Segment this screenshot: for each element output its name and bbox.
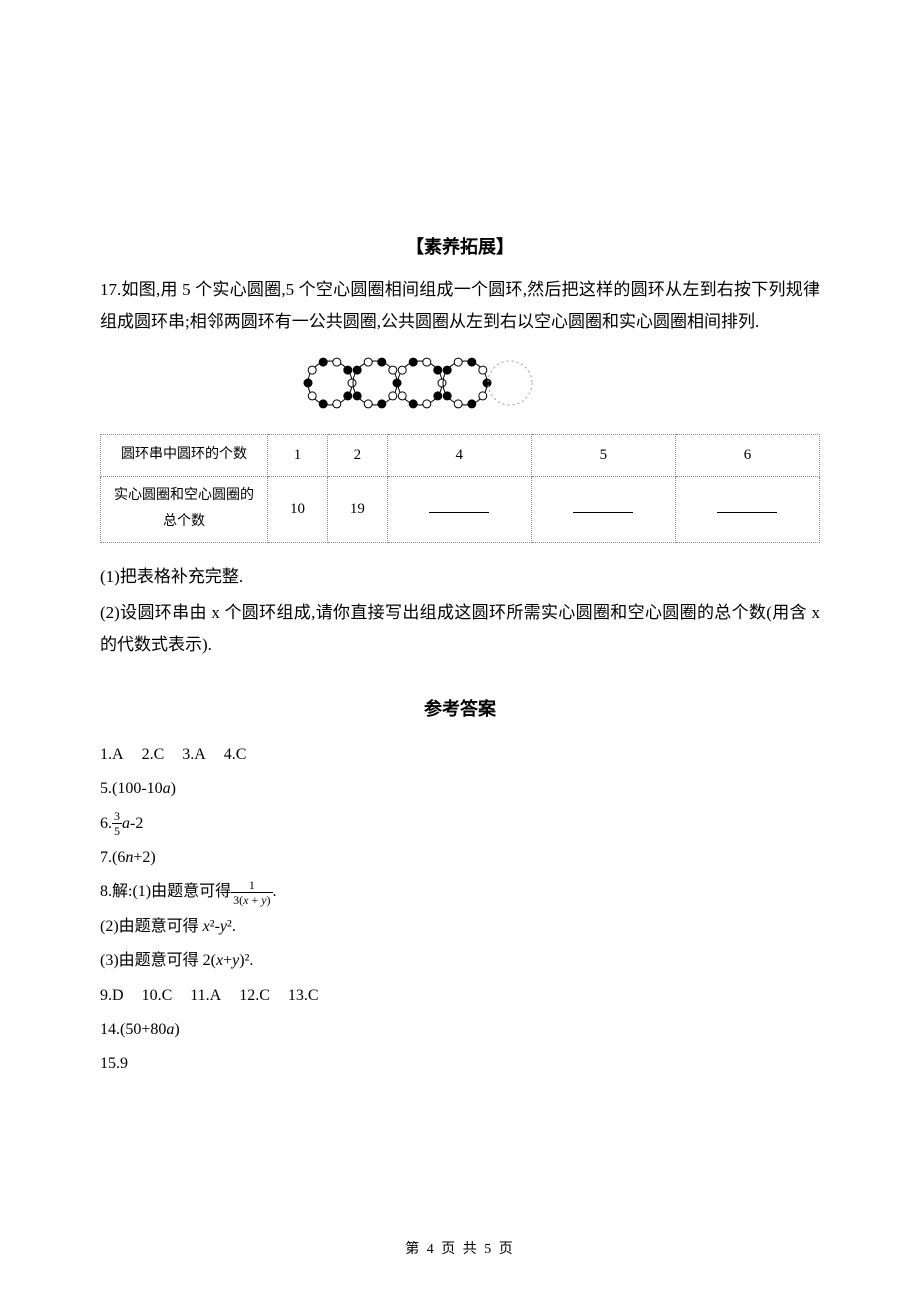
row1-head: 圆环串中圆环的个数: [101, 435, 268, 477]
question-17-text: 17.如图,用 5 个实心圆圈,5 个空心圆圈相间组成一个圆环,然后把这样的圆环…: [100, 274, 820, 339]
ans-8-intro: 8.解:(1)由题意可得: [100, 883, 231, 900]
ans-14-text: 14.(50+80a): [100, 1021, 180, 1038]
answer-8-1: 8.解:(1)由题意可得13(x + y).: [100, 877, 820, 907]
ans-3: 3.A: [182, 746, 206, 763]
ans-8-3-text: (3)由题意可得 2(x+y)².: [100, 952, 253, 969]
page-footer: 第 4 页 共 5 页: [0, 1237, 920, 1264]
row2-cell-val: 10: [290, 501, 305, 517]
table-row: 实心圆圈和空心圆圈的总个数 10 19: [101, 476, 820, 542]
row2-head: 实心圆圈和空心圆圈的总个数: [101, 476, 268, 542]
row2-cell: [531, 476, 675, 542]
row2-cell: 19: [327, 476, 387, 542]
question-17-body: 如图,用 5 个实心圆圈,5 个空心圆圈相间组成一个圆环,然后把这样的圆环从左到…: [100, 280, 820, 331]
table-row: 圆环串中圆环的个数 1 2 4 5 6: [101, 435, 820, 477]
ans-11: 11.A: [190, 987, 221, 1004]
ring-table: 圆环串中圆环的个数 1 2 4 5 6 实心圆圈和空心圆圈的总个数 10 19: [100, 434, 820, 543]
question-17-number: 17.: [100, 280, 121, 299]
ans-13: 13.C: [288, 987, 319, 1004]
ans-1: 1.A: [100, 746, 124, 763]
answer-15: 15.9: [100, 1049, 820, 1079]
row1-cell: 4: [387, 435, 531, 477]
frac-num: 3: [112, 810, 122, 824]
frac-den: 5: [112, 824, 122, 837]
row2-cell-val: 19: [350, 501, 365, 517]
row2-cell: [387, 476, 531, 542]
answer-5: 5.(100-10a): [100, 774, 820, 804]
page: 【素养拓展】 17.如图,用 5 个实心圆圈,5 个空心圆圈相间组成一个圆环,然…: [0, 0, 920, 1302]
fraction-icon: 13(x + y): [231, 879, 272, 906]
answers-heading: 参考答案: [100, 692, 820, 726]
answer-line-1to4: 1.A 2.C 3.A 4.C: [100, 740, 820, 770]
ans-6-suffix: a: [122, 815, 130, 832]
ans-6-tail: -2: [130, 815, 143, 832]
row2-cell-val: [429, 501, 489, 517]
row2-cell: 10: [268, 476, 328, 542]
row1-cell: 5: [531, 435, 675, 477]
fraction-icon: 35: [112, 810, 122, 837]
ans-5-text: 5.(100-10a): [100, 780, 176, 797]
frac-den: 3(x + y): [231, 893, 272, 906]
answer-14: 14.(50+80a): [100, 1015, 820, 1045]
row1-cell: 1: [268, 435, 328, 477]
ans-7-text: 7.(6n+2): [100, 849, 156, 866]
row1-cell: 6: [675, 435, 819, 477]
ans-8-2-text: (2)由题意可得 x²-y².: [100, 918, 236, 935]
ans-2: 2.C: [142, 746, 165, 763]
ans-9: 9.D: [100, 987, 124, 1004]
row2-cell-val: [573, 501, 633, 517]
ans-10: 10.C: [142, 987, 173, 1004]
ans-8-suffix: .: [273, 883, 277, 900]
ring-diagram: [290, 347, 630, 419]
question-17-sub1: (1)把表格补充完整.: [100, 561, 820, 593]
section-heading: 【素养拓展】: [100, 230, 820, 264]
ans-12: 12.C: [239, 987, 270, 1004]
answer-8-3: (3)由题意可得 2(x+y)².: [100, 946, 820, 976]
question-17-sub2: (2)设圆环串由 x 个圆环组成,请你直接写出组成这圆环所需实心圆圈和空心圆圈的…: [100, 597, 820, 662]
frac-num: 1: [231, 879, 272, 893]
answer-7: 7.(6n+2): [100, 843, 820, 873]
row2-cell: [675, 476, 819, 542]
answer-6: 6.35a-2: [100, 809, 820, 839]
ans-6-prefix: 6.: [100, 815, 112, 832]
answer-line-9to13: 9.D 10.C 11.A 12.C 13.C: [100, 981, 820, 1011]
row1-cell: 2: [327, 435, 387, 477]
ring-diagram-wrap: [100, 347, 820, 430]
row2-cell-val: [717, 501, 777, 517]
ans-4: 4.C: [224, 746, 247, 763]
answer-8-2: (2)由题意可得 x²-y².: [100, 912, 820, 942]
